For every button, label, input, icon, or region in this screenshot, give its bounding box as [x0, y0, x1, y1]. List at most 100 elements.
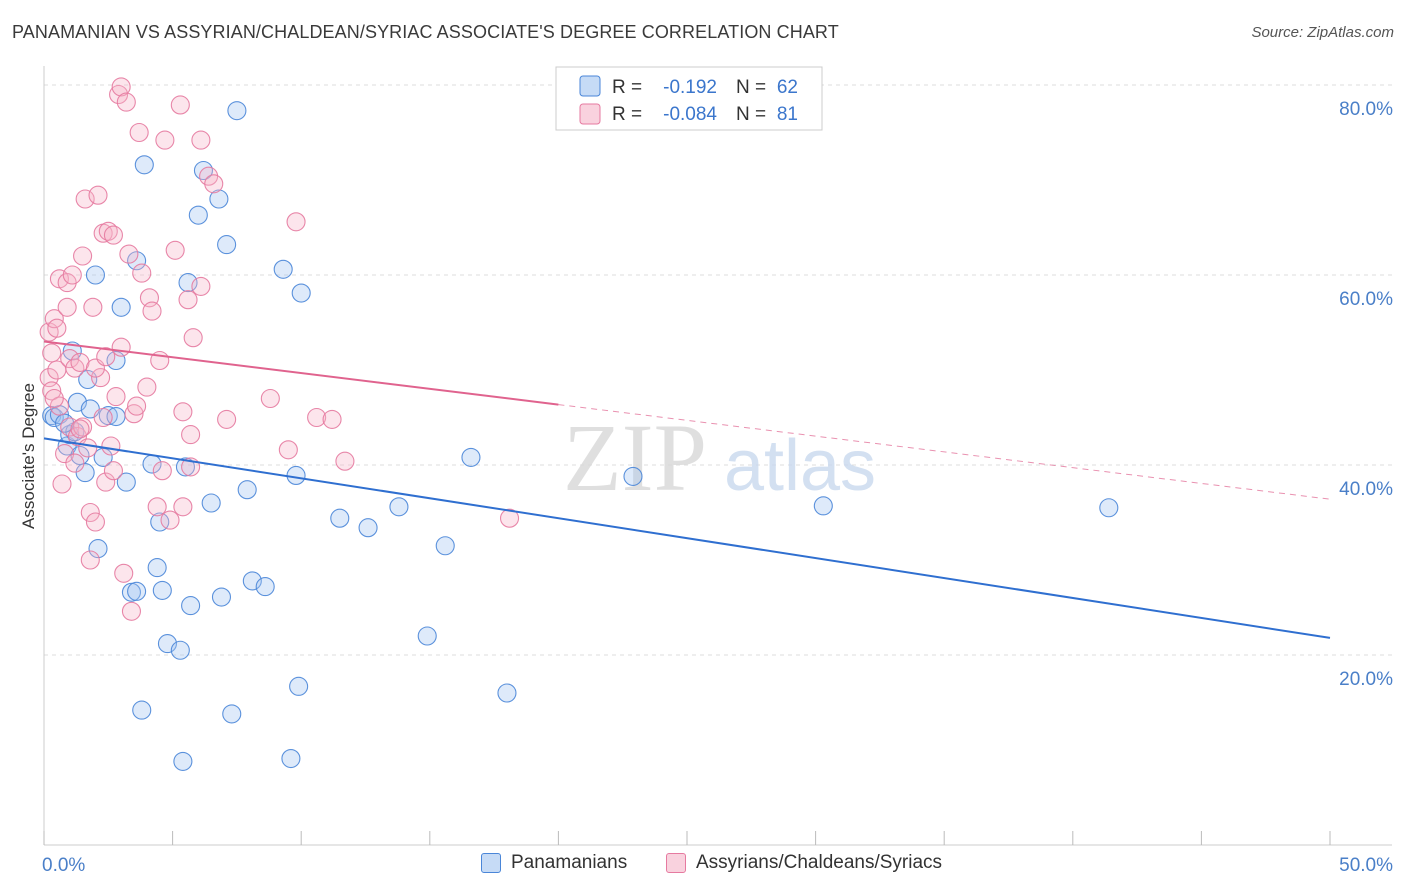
point-assyrians-56 [160, 510, 180, 530]
point-panamanians-55 [497, 683, 517, 703]
point-assyrians-2 [42, 343, 62, 363]
point-assyrians-57 [165, 240, 185, 260]
point-assyrians-42 [116, 92, 136, 112]
point-assyrians-20 [73, 246, 93, 266]
point-assyrians-36 [103, 461, 123, 481]
point-panamanians-43 [255, 577, 275, 597]
point-assyrians-46 [127, 396, 147, 416]
y-tick-label-2: 60.0% [1339, 289, 1393, 310]
tick-labels: 20.0% 40.0% 60.0% 80.0% 0.0% 50.0% [42, 99, 1393, 876]
point-assyrians-24 [80, 502, 100, 523]
point-assyrians-55 [155, 130, 175, 150]
point-assyrians-69 [217, 409, 237, 429]
point-panamanians-38 [217, 235, 237, 255]
point-assyrians-31 [93, 407, 113, 428]
point-panamanians-17 [116, 472, 136, 492]
point-assyrians-76 [499, 508, 520, 528]
point-assyrians-68 [204, 174, 224, 194]
point-assyrians-58 [170, 95, 190, 115]
trend-line-assyrians [43, 340, 559, 406]
watermark-atlas: atlas [724, 426, 876, 506]
legend-r-label-2: R = [612, 104, 642, 125]
point-assyrians-48 [132, 263, 152, 283]
point-assyrians-35 [103, 225, 123, 245]
point-assyrians-64 [183, 328, 203, 348]
point-panamanians-48 [291, 283, 311, 303]
point-panamanians-8 [75, 463, 95, 483]
point-assyrians-43 [119, 244, 139, 264]
point-assyrians-47 [129, 122, 149, 143]
point-panamanians-44 [273, 259, 293, 279]
point-panamanians-31 [178, 273, 198, 293]
point-assyrians-25 [80, 550, 100, 570]
trend-lines [43, 340, 1331, 639]
point-panamanians-46 [286, 465, 306, 486]
point-panamanians-12 [88, 539, 108, 559]
point-assyrians-39 [111, 77, 131, 97]
watermark-zip: ZIP [563, 404, 707, 511]
series-legend: Panamanians Assyrians/Chaldeans/Syriacs [0, 852, 1406, 878]
legend-item-assyrians: Assyrians/Chaldeans/Syriacs [666, 852, 942, 874]
point-panamanians-42 [242, 571, 262, 591]
legend-n-value-2: 81 [777, 104, 798, 125]
point-assyrians-9 [52, 474, 72, 494]
point-panamanians-47 [289, 676, 309, 696]
y-tick-label-1: 40.0% [1339, 479, 1393, 500]
legend-n-label-1: N = [736, 77, 766, 98]
point-assyrians-49 [137, 377, 157, 397]
point-assyrians-17 [65, 453, 85, 473]
y-tick-label-3: 80.0% [1339, 99, 1393, 120]
point-assyrians-3 [42, 381, 62, 401]
point-assyrians-79 [96, 347, 116, 367]
point-assyrians-38 [109, 84, 129, 105]
point-panamanians-20 [127, 581, 147, 601]
point-panamanians-16 [111, 297, 131, 317]
legend-r-value-2: -0.084 [663, 104, 717, 125]
point-panamanians-28 [170, 640, 190, 660]
y-tick-label-0: 20.0% [1339, 669, 1393, 690]
point-assyrians-34 [101, 436, 121, 456]
point-panamanians-50 [358, 518, 378, 538]
chart-title: PANAMANIAN VS ASSYRIAN/CHALDEAN/SYRIAC A… [12, 22, 839, 42]
point-assyrians-29 [91, 368, 111, 388]
point-assyrians-60 [173, 497, 193, 517]
legend-swatch-panamanians [481, 853, 501, 873]
point-panamanians-39 [222, 704, 242, 724]
point-assyrians-62 [181, 425, 201, 445]
point-panamanians-24 [147, 558, 167, 578]
point-panamanians-35 [201, 493, 221, 513]
trend-line-assyrians-extension [558, 404, 1331, 500]
point-panamanians-11 [85, 265, 105, 285]
point-panamanians-26 [152, 580, 172, 600]
legend-swatch-pink [579, 103, 601, 125]
point-assyrians-70 [260, 388, 280, 409]
point-assyrians-33 [98, 221, 118, 241]
point-assyrians-22 [75, 189, 95, 209]
x-tick-label-0: 0.0% [42, 855, 85, 876]
point-assyrians-10 [55, 444, 75, 464]
point-panamanians-49 [330, 508, 350, 528]
point-panamanians-30 [175, 457, 196, 477]
point-panamanians-22 [134, 155, 154, 175]
point-panamanians-56 [623, 466, 643, 486]
point-assyrians-28 [88, 185, 108, 205]
point-panamanians-34 [193, 160, 214, 181]
legend-label-panamanians: Panamanians [511, 852, 628, 873]
point-assyrians-78 [70, 419, 90, 439]
grid-lines [44, 84, 1392, 656]
point-panamanians-40 [227, 101, 247, 121]
point-assyrians-75 [335, 451, 355, 471]
stats-legend: R = -0.192 N = 62 R = -0.084 N = 81 [555, 66, 823, 131]
point-assyrians-54 [152, 461, 172, 481]
point-panamanians-33 [188, 205, 208, 225]
legend-r-value-1: -0.192 [663, 77, 717, 98]
point-panamanians-21 [132, 700, 152, 720]
point-panamanians-53 [435, 536, 455, 556]
legend-label-assyrians: Assyrians/Chaldeans/Syriacs [696, 852, 943, 873]
point-assyrians-59 [173, 402, 193, 422]
point-assyrians-52 [147, 497, 167, 517]
trend-line-panamanians [43, 437, 1331, 639]
legend-swatch-assyrians [666, 853, 686, 873]
point-assyrians-37 [106, 387, 126, 407]
y-axis-label: Associate's Degree [19, 383, 38, 529]
